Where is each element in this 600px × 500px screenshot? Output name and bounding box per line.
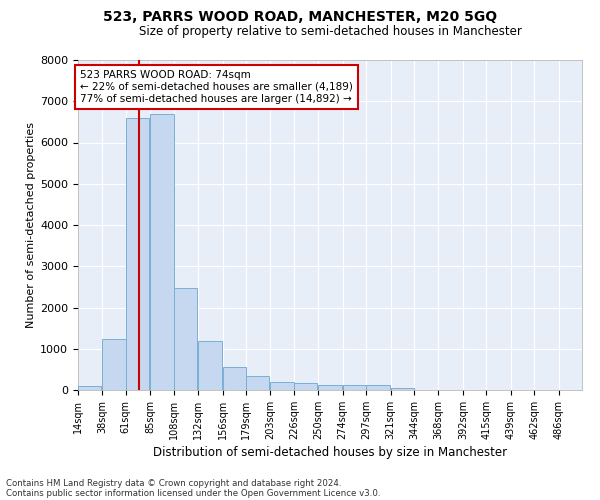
Title: Size of property relative to semi-detached houses in Manchester: Size of property relative to semi-detach…: [139, 25, 521, 38]
Bar: [223, 367, 246, 390]
Text: Contains HM Land Registry data © Crown copyright and database right 2024.: Contains HM Land Registry data © Crown c…: [6, 478, 341, 488]
Bar: [366, 386, 389, 390]
Bar: [246, 376, 269, 390]
Bar: [103, 340, 126, 390]
Text: Contains public sector information licensed under the Open Government Licence v3: Contains public sector information licen…: [6, 488, 380, 498]
Bar: [126, 118, 149, 390]
Text: 523, PARRS WOOD ROAD, MANCHESTER, M20 5GQ: 523, PARRS WOOD ROAD, MANCHESTER, M20 5G…: [103, 10, 497, 24]
Bar: [150, 114, 174, 390]
Text: 523 PARRS WOOD ROAD: 74sqm
← 22% of semi-detached houses are smaller (4,189)
77%: 523 PARRS WOOD ROAD: 74sqm ← 22% of semi…: [80, 70, 353, 104]
Bar: [294, 382, 317, 390]
Bar: [198, 342, 221, 390]
Bar: [391, 388, 414, 390]
Bar: [271, 382, 294, 390]
Y-axis label: Number of semi-detached properties: Number of semi-detached properties: [26, 122, 36, 328]
Bar: [318, 386, 342, 390]
Bar: [78, 386, 101, 390]
Bar: [174, 288, 197, 390]
Bar: [343, 386, 366, 390]
X-axis label: Distribution of semi-detached houses by size in Manchester: Distribution of semi-detached houses by …: [153, 446, 507, 459]
